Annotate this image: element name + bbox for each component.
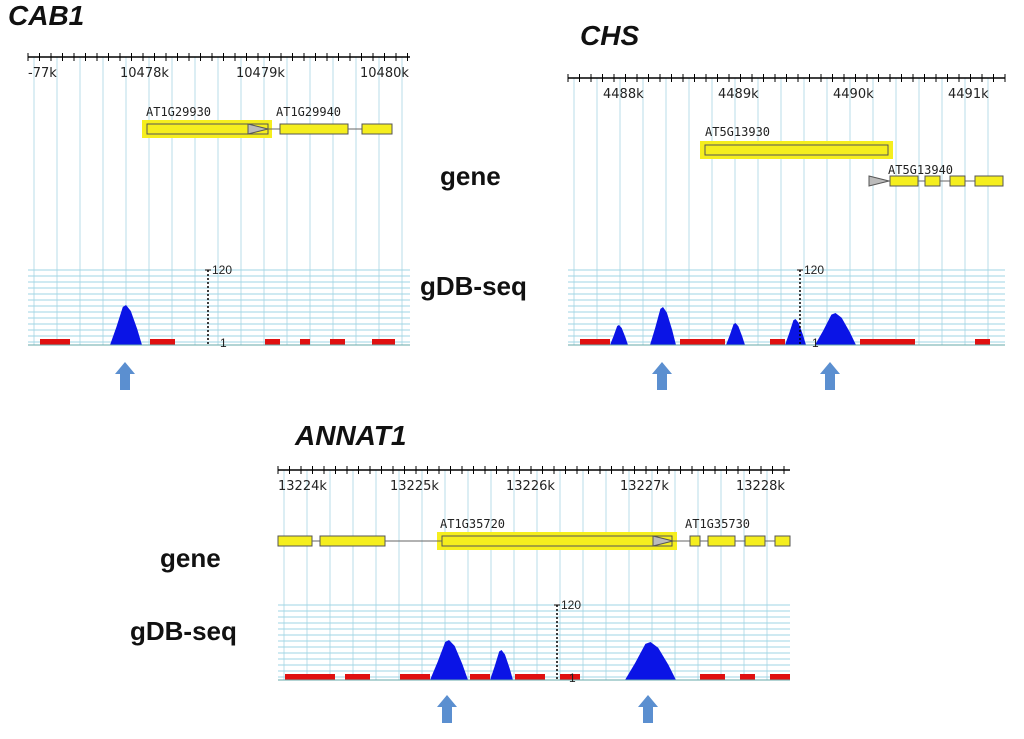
coverage-low: [560, 674, 580, 680]
coverage-peak: [610, 325, 628, 345]
gene-name: AT1G29940: [276, 105, 341, 119]
gene-name: AT1G35720: [440, 517, 505, 531]
panel-title: CHS: [580, 20, 639, 51]
arrow: [437, 695, 457, 723]
ruler-label: -77k: [28, 66, 57, 81]
exon: [889, 175, 919, 187]
arrow: [652, 362, 672, 390]
coverage-low: [700, 674, 725, 680]
arrow: [638, 695, 658, 723]
coverage-low: [740, 674, 755, 680]
scale-min: 1: [569, 671, 576, 685]
ruler-label: 13225k: [390, 479, 439, 494]
gene-name: AT5G13940: [888, 163, 953, 177]
scale-min: 1: [220, 336, 227, 350]
ruler-label: 13227k: [620, 479, 669, 494]
track-label: gene: [160, 543, 221, 573]
panel-title: ANNAT1: [294, 420, 406, 451]
coverage-low: [975, 339, 990, 345]
coverage-low: [285, 674, 335, 680]
exon: [949, 175, 966, 187]
browser-panel: ANNAT1 13224k 13225k 13226k 13227k 13228k AT1G…: [277, 420, 791, 723]
coverage-low: [330, 339, 345, 345]
exon: [319, 535, 386, 547]
utr: [868, 175, 890, 187]
track-label: gDB-seq: [420, 271, 527, 301]
ruler-label: 4488k: [603, 87, 644, 102]
coverage-low: [770, 339, 785, 345]
coverage-low: [400, 674, 430, 680]
coverage-peak: [625, 642, 676, 680]
browser-panel: CHS 4488k 4489k 4490k 4491k AT5G13930 AT5G1394…: [567, 20, 1006, 390]
ruler-label: 4491k: [948, 87, 989, 102]
coverage-low: [150, 339, 175, 345]
exon: [924, 175, 941, 187]
ruler-label: 13224k: [278, 479, 327, 494]
arrow: [115, 362, 135, 390]
coverage-low: [580, 339, 610, 345]
ruler-label: 10479k: [236, 66, 285, 81]
coverage-low: [470, 674, 490, 680]
scale-min: 1: [812, 336, 819, 350]
exon: [689, 535, 701, 547]
coverage-peak: [650, 307, 676, 345]
exon: [744, 535, 766, 547]
ruler-label: 10480k: [360, 66, 409, 81]
scale-max: 120: [561, 598, 581, 612]
exon: [974, 175, 1004, 187]
coverage-low: [515, 674, 545, 680]
panel-title: CAB1: [8, 0, 84, 31]
coverage-peak: [815, 313, 856, 345]
browser-panel: CAB1 -77k 10478k 10479k 10480k AT1G29930 AT1G2…: [8, 0, 410, 390]
coverage-peak: [110, 305, 142, 345]
coverage-peak: [430, 640, 468, 680]
coverage-low: [265, 339, 280, 345]
exon: [774, 535, 791, 547]
ruler-label: 13226k: [506, 479, 555, 494]
gene-name: AT1G35730: [685, 517, 750, 531]
ruler-label: 4489k: [718, 87, 759, 102]
gene-name: AT5G13930: [705, 125, 770, 139]
track-label: gDB-seq: [130, 616, 237, 646]
exon: [704, 144, 889, 156]
exon: [441, 535, 673, 547]
utr: [652, 535, 674, 547]
coverage-peak: [490, 650, 513, 680]
arrow: [820, 362, 840, 390]
coverage-low: [40, 339, 70, 345]
gene-name: AT1G29930: [146, 105, 211, 119]
coverage-low: [300, 339, 310, 345]
coverage-low: [860, 339, 915, 345]
ruler-label: 4490k: [833, 87, 874, 102]
exon: [277, 535, 313, 547]
coverage-peak: [785, 319, 806, 345]
coverage-low: [372, 339, 395, 345]
coverage-low: [345, 674, 370, 680]
coverage-peak: [726, 323, 745, 345]
exon: [361, 123, 393, 135]
exon: [707, 535, 736, 547]
scale-max: 120: [212, 263, 232, 277]
track-label: gene: [440, 161, 501, 191]
ruler-label: 10478k: [120, 66, 169, 81]
exon: [279, 123, 349, 135]
coverage-low: [770, 674, 790, 680]
ruler-label: 13228k: [736, 479, 785, 494]
coverage-low: [680, 339, 725, 345]
utr: [247, 123, 269, 135]
scale-max: 120: [804, 263, 824, 277]
